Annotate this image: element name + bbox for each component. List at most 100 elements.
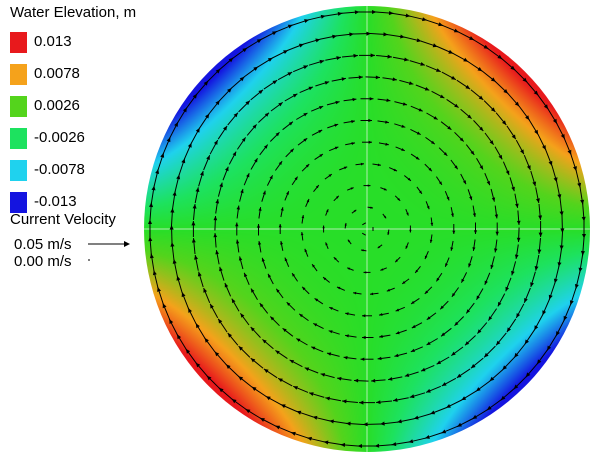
legend-swatch (10, 128, 27, 149)
velocity-vector (367, 206, 374, 209)
velocity-vector (325, 396, 342, 402)
velocity-vector (374, 11, 394, 16)
velocity-vector (176, 275, 183, 293)
velocity-vector (314, 153, 324, 161)
velocity-vector (559, 232, 564, 251)
velocity-vector (322, 225, 325, 233)
velocity-vector (361, 232, 366, 236)
velocity-vector (425, 65, 441, 73)
velocity-vector (243, 66, 259, 78)
velocity-vector (538, 203, 543, 220)
velocity-vector (227, 332, 239, 346)
velocity-vector (304, 367, 319, 374)
legend-label: -0.013 (34, 193, 77, 210)
velocity-vector (360, 357, 374, 361)
velocity-vector (360, 97, 374, 101)
velocity-vector (184, 142, 192, 160)
velocity-vector (266, 175, 274, 186)
velocity-vector (452, 224, 456, 234)
velocity-vector (324, 173, 333, 180)
velocity-vector (303, 38, 321, 45)
velocity-vector (394, 256, 401, 263)
velocity-vector (494, 146, 503, 160)
velocity-vector (329, 146, 339, 152)
velocity-vector (436, 356, 450, 365)
velocity-vector (192, 203, 197, 220)
velocity-vector (395, 146, 405, 152)
velocity-vector (336, 32, 354, 37)
velocity-vector (217, 125, 228, 140)
velocity-vector (380, 267, 387, 271)
velocity-vector (343, 97, 357, 102)
velocity-vector (329, 306, 339, 312)
legend-swatch (10, 160, 27, 181)
velocity-vector (236, 137, 247, 150)
velocity-vector (481, 70, 497, 83)
velocity-vector (172, 191, 177, 209)
velocity-vector (396, 418, 415, 424)
velocity-vector (267, 273, 274, 285)
velocity-vector (296, 410, 314, 418)
velocity-vector (235, 239, 240, 253)
velocity-vector (362, 140, 372, 144)
velocity-vector (456, 79, 471, 90)
velocity-vector (415, 84, 430, 91)
velocity-vector (227, 112, 239, 126)
velocity-vector (467, 189, 473, 201)
velocity-vector (243, 173, 250, 186)
velocity-vector (394, 352, 408, 358)
velocity-vector (231, 298, 240, 312)
velocity-vector (514, 193, 519, 208)
velocity-vector (387, 229, 390, 236)
velocity-vector (238, 100, 251, 113)
velocity-vector (360, 249, 367, 252)
velocity-vector (460, 173, 467, 185)
velocity-vector (362, 222, 367, 226)
velocity-vector (348, 75, 363, 80)
velocity-vector (444, 257, 450, 267)
velocity-vector (560, 215, 565, 234)
legend-swatch (10, 96, 27, 117)
velocity-vector (274, 160, 283, 171)
velocity-vector (329, 419, 347, 424)
velocity-vector (439, 300, 449, 310)
velocity-vector (409, 392, 426, 399)
velocity-vector (374, 443, 394, 448)
velocity-vector (325, 242, 329, 249)
velocity-vector (341, 53, 358, 58)
velocity-vector (280, 404, 298, 412)
velocity-vector (194, 187, 200, 204)
velocity-vector (293, 65, 309, 73)
velocity-vector (215, 199, 220, 214)
velocity-vector (363, 271, 371, 274)
velocity-vector (280, 207, 284, 218)
velocity-vector (209, 303, 219, 319)
velocity-ref-arrow-icon (88, 241, 130, 261)
velocity-vector (257, 57, 273, 68)
velocity-vector (239, 313, 250, 326)
velocity-vector (217, 182, 223, 197)
velocity-vector (506, 125, 517, 140)
velocity-vector (405, 209, 409, 216)
velocity-vector (490, 188, 496, 202)
velocity-vector (340, 442, 360, 447)
velocity-vector (285, 148, 295, 158)
velocity-vector (311, 129, 323, 136)
velocity-vector (382, 77, 397, 82)
velocity-vector (410, 153, 420, 161)
legend-swatch (10, 64, 27, 85)
velocity-vector (392, 56, 409, 62)
velocity-vector (551, 165, 558, 183)
velocity-vector (224, 282, 232, 297)
velocity-vector (198, 170, 204, 187)
velocity-vector (369, 292, 379, 296)
velocity-vector (149, 202, 154, 222)
velocity-vector (222, 166, 229, 181)
velocity-vector (284, 191, 290, 201)
velocity-vector (516, 210, 521, 225)
velocity-vector (409, 225, 412, 233)
velocity-vector (259, 302, 269, 314)
velocity-vector (362, 422, 381, 427)
velocity-vector (495, 222, 499, 236)
velocity-vector (258, 241, 262, 253)
